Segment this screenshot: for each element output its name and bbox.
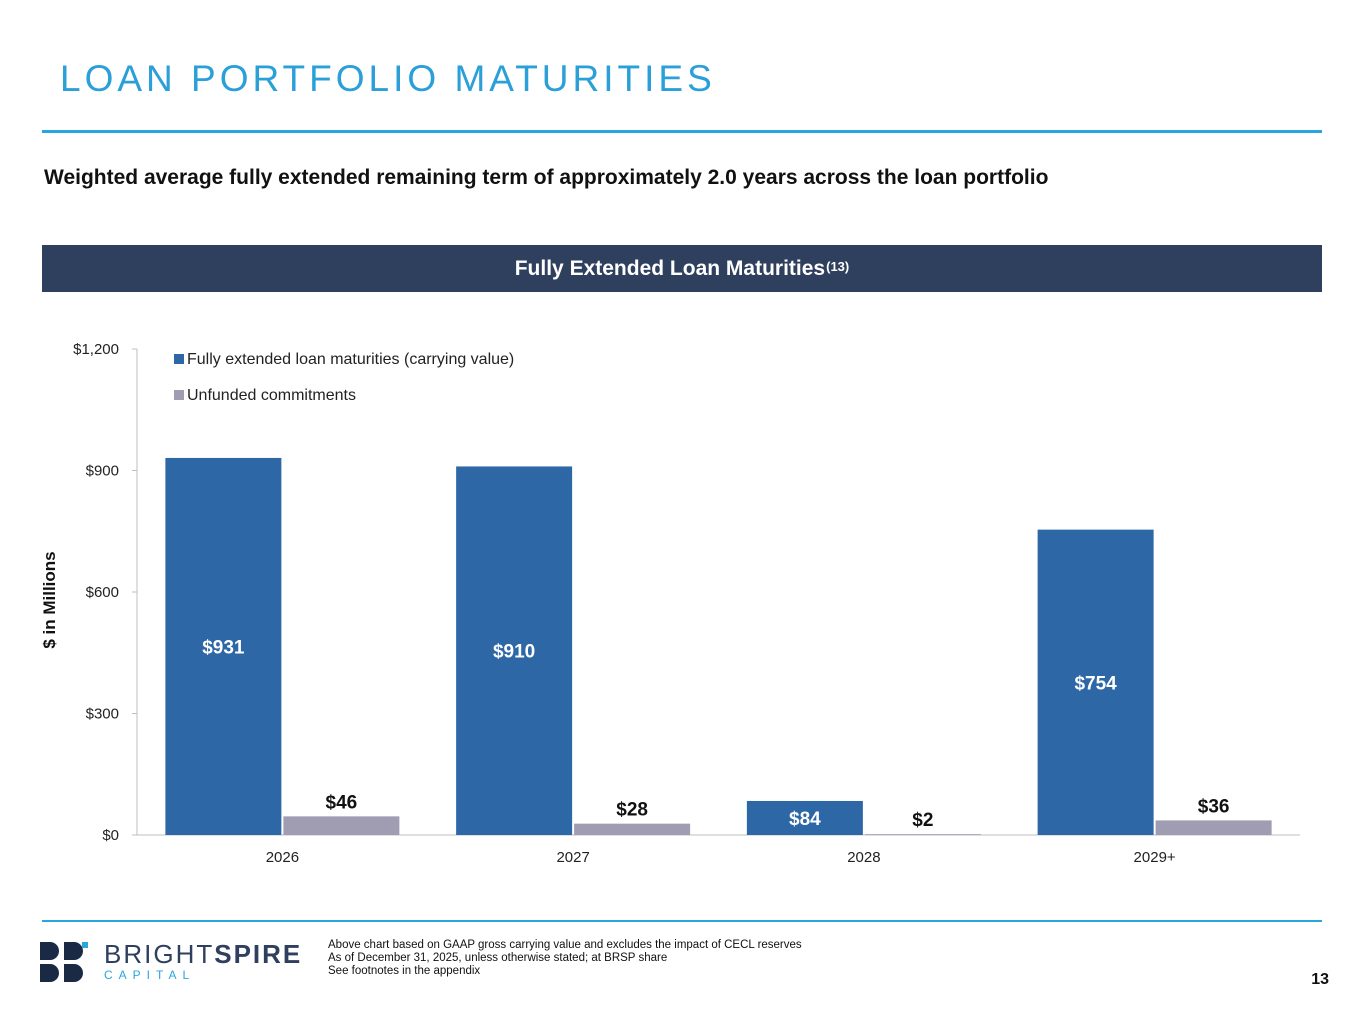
data-label-loan-maturities: $754: [1074, 673, 1117, 694]
footnote-line: Above chart based on GAAP gross carrying…: [328, 939, 802, 951]
legend-swatch: [174, 390, 184, 400]
legend-swatch: [174, 354, 184, 364]
x-tick-label: 2027: [556, 849, 589, 866]
brand-bold: SPIRE: [214, 939, 303, 969]
brand-subtitle: CAPITAL: [104, 968, 196, 982]
footnote-line: As of December 31, 2025, unless otherwis…: [328, 952, 668, 964]
bar-unfunded-commitments: [574, 823, 691, 835]
chart-banner: Fully Extended Loan Maturities (13): [42, 245, 1322, 292]
legend-label: Fully extended loan maturities (carrying…: [187, 351, 514, 368]
chart-title-footnote: (13): [826, 259, 850, 274]
data-label-loan-maturities: $910: [493, 642, 535, 663]
data-label-loan-maturities: $84: [789, 809, 821, 830]
page-subtitle: Weighted average fully extended remainin…: [44, 166, 1049, 189]
data-label-unfunded-commitments: $28: [616, 800, 648, 821]
bar-unfunded-commitments: [1155, 820, 1272, 835]
bar-loan-maturities: [746, 800, 863, 835]
data-label-unfunded-commitments: $46: [326, 792, 358, 813]
bar-loan-maturities: [1037, 529, 1154, 835]
legend-label: Unfunded commitments: [187, 387, 356, 404]
footnote-line: See footnotes in the appendix: [328, 965, 481, 977]
data-label-loan-maturities: $931: [202, 637, 245, 658]
brand-light: BRIGHT: [104, 939, 215, 969]
y-tick-label: $1,200: [73, 341, 119, 358]
x-tick-label: 2029+: [1134, 849, 1176, 866]
footer-divider: [42, 920, 1322, 922]
y-tick-label: $600: [86, 584, 119, 601]
data-label-unfunded-commitments: $2: [912, 810, 933, 831]
y-tick-label: $900: [86, 463, 119, 480]
x-tick-label: 2026: [266, 849, 299, 866]
chart-title: Fully Extended Loan Maturities: [514, 256, 826, 280]
maturities-bar-chart: $0 $300 $600 $900 $1,200 $931 $46 2026 $910 $28 20…: [73, 341, 1300, 866]
page-title: LOAN PORTFOLIO MATURITIES: [60, 58, 716, 99]
bar-unfunded-commitments: [864, 834, 981, 835]
y-tick-label: $300: [86, 706, 119, 723]
page-number: 13: [1311, 971, 1329, 988]
brand-wordmark: BRIGHTSPIRE: [104, 939, 302, 970]
bar-loan-maturities: [165, 457, 282, 835]
header-divider: [42, 130, 1322, 133]
bar-unfunded-commitments: [283, 816, 400, 835]
data-label-unfunded-commitments: $36: [1198, 796, 1230, 817]
footnotes: Above chart based on GAAP gross carrying…: [328, 939, 802, 978]
brightspire-logo-icon: [40, 942, 88, 982]
y-tick-label: $0: [102, 827, 119, 844]
bar-loan-maturities: [456, 466, 573, 835]
x-tick-label: 2028: [847, 849, 880, 866]
